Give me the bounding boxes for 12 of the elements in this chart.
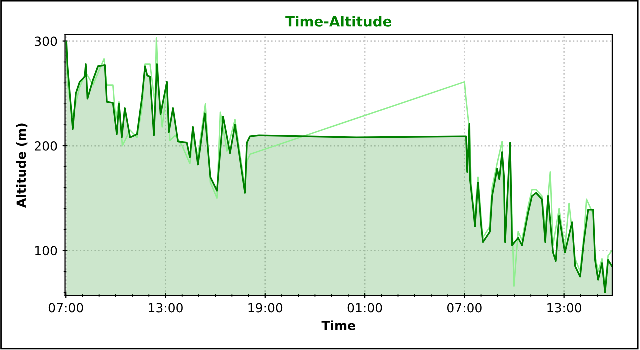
x-axis-title: Time <box>322 320 356 330</box>
y-tick-label: 100 <box>36 246 58 256</box>
y-tick-label: 300 <box>35 36 58 46</box>
x-tick-label: 19:00 <box>248 303 283 313</box>
chart-title: Time-Altitude <box>286 16 392 27</box>
x-tick-label: 01:00 <box>348 303 382 313</box>
x-tick-label: 13:00 <box>149 303 183 313</box>
y-tick-label: 200 <box>35 141 58 151</box>
x-tick-label: 07:00 <box>447 303 482 313</box>
x-tick-label: 13:00 <box>548 303 582 313</box>
y-axis-title: Altitude (m) <box>16 124 28 208</box>
x-tick-label: 07:00 <box>48 303 84 313</box>
